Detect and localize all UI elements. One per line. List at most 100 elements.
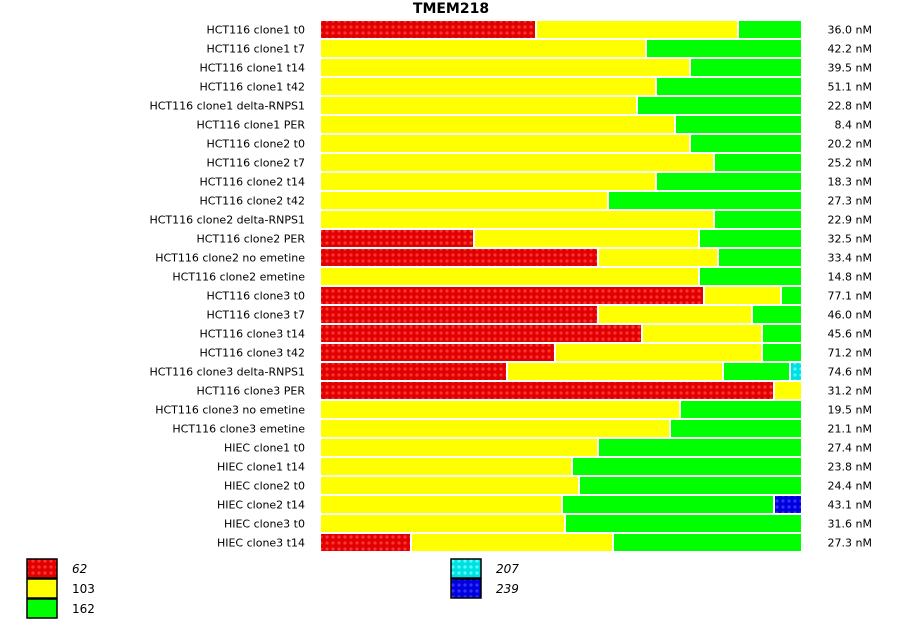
bar-segment-103 <box>321 496 561 513</box>
bar-segment-62 <box>321 21 535 38</box>
total-label: 31.6 nM <box>828 518 872 531</box>
legend-label: 103 <box>72 582 95 596</box>
total-label: 27.3 nM <box>828 195 872 208</box>
category-label: HCT116 clone2 t14 <box>199 176 305 189</box>
bar-row: HCT116 clone3 emetine 21.1 nM <box>172 420 872 437</box>
bar-segment-162 <box>580 477 801 494</box>
bar-segment-62 <box>321 306 597 323</box>
total-label: 74.6 nM <box>828 366 872 379</box>
total-label: 42.2 nM <box>828 43 872 56</box>
bar-row: HCT116 clone1 delta-RNPS1 22.8 nM <box>149 97 872 114</box>
bar-row: HCT116 clone2 PER 32.5 nM <box>197 230 872 247</box>
total-label: 21.1 nM <box>828 423 872 436</box>
bar-segment-103 <box>321 477 578 494</box>
legend-item: 207 <box>450 558 519 579</box>
legend-item: 162 <box>26 598 95 619</box>
bar-row: HCT116 clone3 PER 31.2 nM <box>197 382 872 399</box>
category-label: HIEC clone1 t14 <box>217 461 305 474</box>
legend-item: 103 <box>26 578 95 599</box>
bar-segment-162 <box>676 116 801 133</box>
bar-row: HCT116 clone3 no emetine 19.5 nM <box>155 401 872 418</box>
bar-row: HIEC clone1 t0 27.4 nM <box>224 439 872 456</box>
category-label: HCT116 clone1 PER <box>197 119 306 132</box>
bar-segment-162 <box>719 249 801 266</box>
bar-segment-162 <box>782 287 801 304</box>
bar-row: HCT116 clone2 t7 25.2 nM <box>206 154 872 171</box>
total-label: 31.2 nM <box>828 385 872 398</box>
category-label: HCT116 clone1 t14 <box>199 62 305 75</box>
bar-row: HCT116 clone2 delta-RNPS1 22.9 nM <box>149 211 872 228</box>
bar-segment-62 <box>321 363 506 380</box>
total-label: 20.2 nM <box>828 138 872 151</box>
total-label: 24.4 nM <box>828 480 872 493</box>
bar-segment-103 <box>705 287 780 304</box>
category-label: HCT116 clone3 PER <box>197 385 306 398</box>
bar-segment-162 <box>599 439 801 456</box>
category-label: HCT116 clone1 t7 <box>206 43 305 56</box>
bar-segment-162 <box>566 515 801 532</box>
bar-segment-207 <box>791 363 801 380</box>
category-label: HIEC clone2 t14 <box>217 499 305 512</box>
total-label: 77.1 nM <box>828 290 872 303</box>
bar-segment-162 <box>691 135 801 152</box>
bar-segment-62 <box>321 382 773 399</box>
bar-segment-162 <box>715 211 801 228</box>
bar-segment-162 <box>573 458 801 475</box>
bar-segment-103 <box>508 363 722 380</box>
legend-label: 207 <box>496 562 519 576</box>
bar-segment-103 <box>775 382 801 399</box>
bar-row: HCT116 clone1 t7 42.2 nM <box>206 40 872 57</box>
bar-segment-103 <box>537 21 737 38</box>
category-label: HCT116 clone1 t0 <box>206 24 305 37</box>
category-label: HCT116 clone3 no emetine <box>155 404 305 417</box>
bar-segment-162 <box>763 344 801 361</box>
bar-segment-103 <box>643 325 761 342</box>
total-label: 18.3 nM <box>828 176 872 189</box>
total-label: 36.0 nM <box>828 24 872 37</box>
bar-row: HIEC clone2 t14 43.1 nM <box>217 496 872 513</box>
bar-segment-162 <box>681 401 801 418</box>
bar-segment-103 <box>321 40 645 57</box>
legend-item: 239 <box>450 578 519 599</box>
category-label: HIEC clone2 t0 <box>224 480 305 493</box>
bar-segment-103 <box>321 515 564 532</box>
category-label: HCT116 clone1 t42 <box>199 81 305 94</box>
bar-segment-62 <box>321 230 473 247</box>
category-label: HCT116 clone3 emetine <box>172 423 305 436</box>
bar-row: HCT116 clone1 t14 39.5 nM <box>199 59 872 76</box>
bar-segment-103 <box>599 249 717 266</box>
total-label: 33.4 nM <box>828 252 872 265</box>
total-label: 25.2 nM <box>828 157 872 170</box>
total-label: 27.3 nM <box>828 537 872 550</box>
legend-swatch <box>26 598 58 619</box>
total-label: 46.0 nM <box>828 309 872 322</box>
bar-segment-239 <box>775 496 801 513</box>
legend-item: 62 <box>26 558 87 579</box>
legend-swatch <box>450 558 482 579</box>
bar-segment-162 <box>763 325 801 342</box>
category-label: HCT116 clone2 PER <box>197 233 306 246</box>
total-label: 23.8 nM <box>828 461 872 474</box>
category-label: HCT116 clone2 t0 <box>206 138 305 151</box>
bar-row: HCT116 clone2 no emetine 33.4 nM <box>155 249 872 266</box>
bar-segment-103 <box>321 154 713 171</box>
bar-segment-103 <box>321 439 597 456</box>
bar-segment-162 <box>724 363 789 380</box>
chart-title: TMEM218 <box>412 1 490 17</box>
bar-segment-103 <box>321 458 571 475</box>
category-label: HCT116 clone2 no emetine <box>155 252 305 265</box>
total-label: 19.5 nM <box>828 404 872 417</box>
total-label: 32.5 nM <box>828 233 872 246</box>
category-label: HCT116 clone2 delta-RNPS1 <box>149 214 305 227</box>
bar-row: HCT116 clone3 t14 45.6 nM <box>199 325 872 342</box>
category-label: HIEC clone1 t0 <box>224 442 305 455</box>
bar-segment-103 <box>321 116 674 133</box>
total-label: 14.8 nM <box>828 271 872 284</box>
bar-segment-103 <box>321 211 713 228</box>
legend-label: 162 <box>72 602 95 616</box>
bar-segment-103 <box>321 192 607 209</box>
bar-row: HCT116 clone3 t42 71.2 nM <box>199 344 872 361</box>
bar-segment-103 <box>321 97 636 114</box>
bar-segment-62 <box>321 249 597 266</box>
category-label: HCT116 clone3 delta-RNPS1 <box>149 366 305 379</box>
